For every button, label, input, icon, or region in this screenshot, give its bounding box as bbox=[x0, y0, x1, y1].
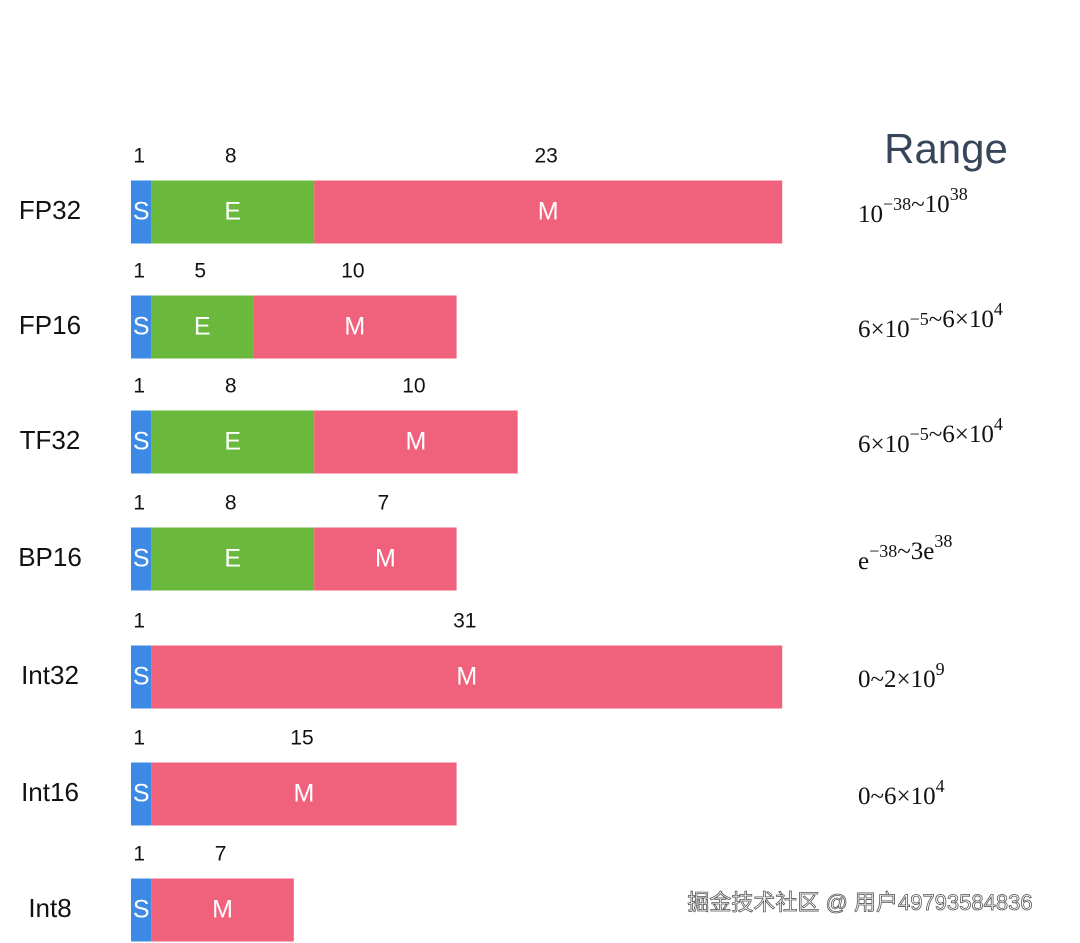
segment-label: S bbox=[133, 428, 150, 456]
bit-count: 7 bbox=[215, 843, 227, 866]
bit-count: 1 bbox=[133, 145, 145, 168]
segment-label: S bbox=[133, 313, 150, 341]
bit-count: 7 bbox=[378, 492, 390, 515]
segment bbox=[314, 410, 518, 474]
format-name: Int8 bbox=[28, 893, 71, 923]
range-base: 0~6×10 bbox=[858, 783, 936, 810]
range-title: Range bbox=[884, 125, 1008, 172]
range-exponent: −38 bbox=[869, 541, 897, 561]
segment-label: E bbox=[224, 428, 241, 456]
segment-label: S bbox=[133, 545, 150, 573]
range-base: 6×10 bbox=[858, 316, 910, 343]
range-base: ~6×10 bbox=[929, 421, 994, 448]
bit-count: 1 bbox=[133, 727, 145, 750]
range-exponent: 4 bbox=[994, 414, 1003, 434]
bit-count: 8 bbox=[225, 145, 237, 168]
segment-label: S bbox=[133, 663, 150, 691]
segment-label: E bbox=[224, 198, 241, 226]
bit-count: 1 bbox=[133, 260, 145, 283]
segment-label: M bbox=[405, 428, 426, 456]
range-base: ~10 bbox=[911, 191, 950, 218]
bit-count: 15 bbox=[290, 727, 313, 750]
segment-label: M bbox=[456, 663, 477, 691]
watermark: 掘金技术社区 @ 用户49793584836 bbox=[687, 890, 1032, 915]
segment bbox=[131, 295, 152, 359]
format-name: TF32 bbox=[20, 425, 81, 455]
segment-label: S bbox=[133, 198, 150, 226]
bit-count: 8 bbox=[225, 375, 237, 398]
format-name: BP16 bbox=[18, 542, 82, 572]
segment bbox=[151, 180, 315, 244]
range-exponent: 38 bbox=[934, 531, 952, 551]
range-exponent: −38 bbox=[883, 194, 911, 214]
format-name: FP32 bbox=[19, 195, 81, 225]
segment bbox=[131, 410, 152, 474]
segment bbox=[314, 180, 783, 244]
segment bbox=[131, 878, 152, 942]
format-name: Int16 bbox=[21, 777, 79, 807]
segment bbox=[151, 527, 315, 591]
bit-count: 1 bbox=[133, 843, 145, 866]
segment bbox=[151, 878, 294, 942]
segment bbox=[253, 295, 457, 359]
segment bbox=[131, 645, 152, 709]
range-value: 6×10−5~6×104 bbox=[858, 414, 1003, 458]
segment bbox=[151, 410, 315, 474]
range-base: e bbox=[858, 548, 869, 575]
range-exponent: −5 bbox=[910, 309, 929, 329]
bit-count: 1 bbox=[133, 492, 145, 515]
bit-count: 31 bbox=[453, 610, 476, 633]
segment bbox=[151, 645, 783, 709]
segment-label: E bbox=[224, 545, 241, 573]
range-value: 10−38~1038 bbox=[858, 184, 968, 228]
range-exponent: 4 bbox=[936, 776, 945, 796]
segment bbox=[131, 762, 152, 826]
segment bbox=[131, 527, 152, 591]
bit-count: 8 bbox=[225, 492, 237, 515]
range-base: 6×10 bbox=[858, 431, 910, 458]
segment-label: M bbox=[212, 896, 233, 924]
format-name: Int32 bbox=[21, 660, 79, 690]
range-value: 0~6×104 bbox=[858, 776, 945, 810]
range-exponent: 38 bbox=[950, 184, 968, 204]
range-base: ~6×10 bbox=[929, 306, 994, 333]
segment bbox=[151, 295, 254, 359]
bit-count: 1 bbox=[133, 375, 145, 398]
range-value: 6×10−5~6×104 bbox=[858, 299, 1003, 343]
segment-label: M bbox=[375, 545, 396, 573]
range-base: 10 bbox=[858, 201, 883, 228]
range-exponent: 9 bbox=[936, 659, 945, 679]
bit-count: 10 bbox=[402, 375, 425, 398]
range-base: 0~2×10 bbox=[858, 666, 936, 693]
range-base: ~3e bbox=[897, 538, 934, 565]
segment bbox=[151, 762, 457, 826]
segment bbox=[314, 527, 457, 591]
range-value: e−38~3e38 bbox=[858, 531, 952, 575]
bit-count: 1 bbox=[133, 610, 145, 633]
bit-count: 5 bbox=[194, 260, 206, 283]
bit-count: 10 bbox=[341, 260, 364, 283]
bit-count: 23 bbox=[534, 145, 557, 168]
range-value: 0~2×109 bbox=[858, 659, 945, 693]
segment-label: S bbox=[133, 896, 150, 924]
segment-label: E bbox=[194, 313, 211, 341]
range-exponent: 4 bbox=[994, 299, 1003, 319]
segment-label: S bbox=[133, 780, 150, 808]
segment-label: M bbox=[344, 313, 365, 341]
segment bbox=[131, 180, 152, 244]
segment-label: M bbox=[538, 198, 559, 226]
segment-label: M bbox=[294, 780, 315, 808]
range-exponent: −5 bbox=[910, 424, 929, 444]
format-name: FP16 bbox=[19, 310, 81, 340]
